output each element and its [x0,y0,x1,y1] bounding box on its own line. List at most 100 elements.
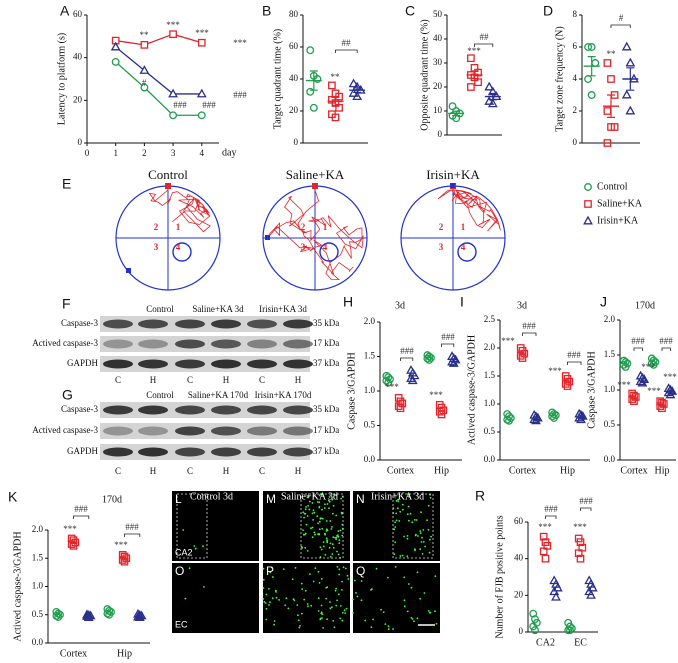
y-tick-label: 1.0 [364,385,376,395]
y-tick-label: 10 [433,105,443,115]
lane-label: H [223,375,230,385]
data-point [82,611,92,620]
annotation: ### [544,504,558,514]
fjb-cell [265,618,268,621]
fjb-cell [329,601,331,603]
data-point [518,354,527,362]
annotation: ### [400,346,414,356]
y-tick-label: 2.5 [484,314,496,324]
fjb-cell [275,596,278,599]
annotation: ### [441,332,455,342]
blot-band [247,426,277,436]
fjb-cell [337,553,340,556]
fjb-cell [312,509,315,512]
roi-box [176,493,208,559]
blot-band [247,319,277,329]
fjb-cell [435,622,438,625]
fjb-cell [411,618,414,620]
fjb-cell [318,582,321,584]
data-point [603,59,612,67]
fjb-cell [316,515,319,518]
data-point [448,358,459,367]
fjb-cell [355,592,357,594]
blot-band [211,447,241,457]
data-point [306,46,315,55]
data-point [67,540,76,548]
fjb-cell [324,532,326,535]
fjb-cell [399,510,402,513]
blot-row-label: GAPDH [67,358,99,368]
panel-letter: N [356,492,365,506]
chart-title: 3d [395,300,405,311]
fjb-cell [347,578,350,580]
annotation: *** [641,362,655,372]
blot-band [103,319,133,329]
fjb-cell [262,578,265,581]
fjb-cell [319,617,322,620]
fjb-cell [329,542,332,545]
annotation: *** [663,372,677,382]
annotation: *** [195,28,209,38]
y-tick-label: 6 [573,41,578,51]
fjb-cell [188,567,191,569]
y-axis-label: Latency to platform (s) [56,33,67,125]
y-tick-label: 8 [573,9,578,19]
data-point [584,43,593,51]
bracket [661,347,671,351]
y-tick-label: 20 [73,94,83,104]
maze-title: Saline+KA [286,167,345,182]
x-tick-label: Cortex [509,465,536,476]
fjb-cell [335,604,338,607]
fjb-cell [398,520,401,522]
panel-letter: C [405,3,415,19]
fjb-cell [335,494,337,497]
y-tick-label: 0 [78,137,83,147]
fjb-cell [287,607,290,610]
annotation: *** [467,46,481,56]
data-point [139,65,150,74]
platform [172,242,192,262]
data-point [196,88,207,98]
data-point [423,354,432,363]
fjb-cell [420,511,422,514]
fjb-cell [401,508,404,511]
blot-band [283,426,313,436]
fjb-cell [302,533,305,536]
y-tick-label: 1.5 [484,370,496,380]
lane-label: C [115,466,121,476]
fjb-cell [360,599,363,602]
data-point [548,412,557,421]
fjb-cell [364,619,367,622]
fjb-cell [337,530,340,532]
data-point [610,123,619,131]
y-axis-label: Caspase 3/GAPDH [586,351,597,429]
blot-band [175,426,205,436]
fjb-cell [321,508,323,511]
fjb-cell [410,586,413,589]
x-axis-label: day [222,147,236,158]
data-point [563,382,572,390]
fjb-cell [420,541,423,543]
annotation: *** [548,366,562,376]
fjb-cell [416,617,419,620]
fjb-cell [335,587,337,590]
quadrant-label: 3 [439,242,444,252]
y-tick-label: 20 [514,589,524,599]
fjb-cell [419,530,422,532]
fjb-cell [300,582,303,585]
annotation: *** [233,38,247,48]
y-tick-label: 60 [514,516,524,526]
fjb-cell [342,566,345,569]
fjb-cell [308,500,311,503]
fjb-cell [403,535,405,538]
error-bar [452,110,461,117]
data-point [83,612,94,622]
fjb-cell [326,529,329,532]
data-point [584,75,593,83]
annotation: ### [202,100,216,110]
panel-title: Saline+KA 3d [281,491,338,502]
fjb-cell [338,573,340,576]
blot-band [138,405,168,415]
bracket [335,49,358,53]
fjb-cell [285,597,288,600]
